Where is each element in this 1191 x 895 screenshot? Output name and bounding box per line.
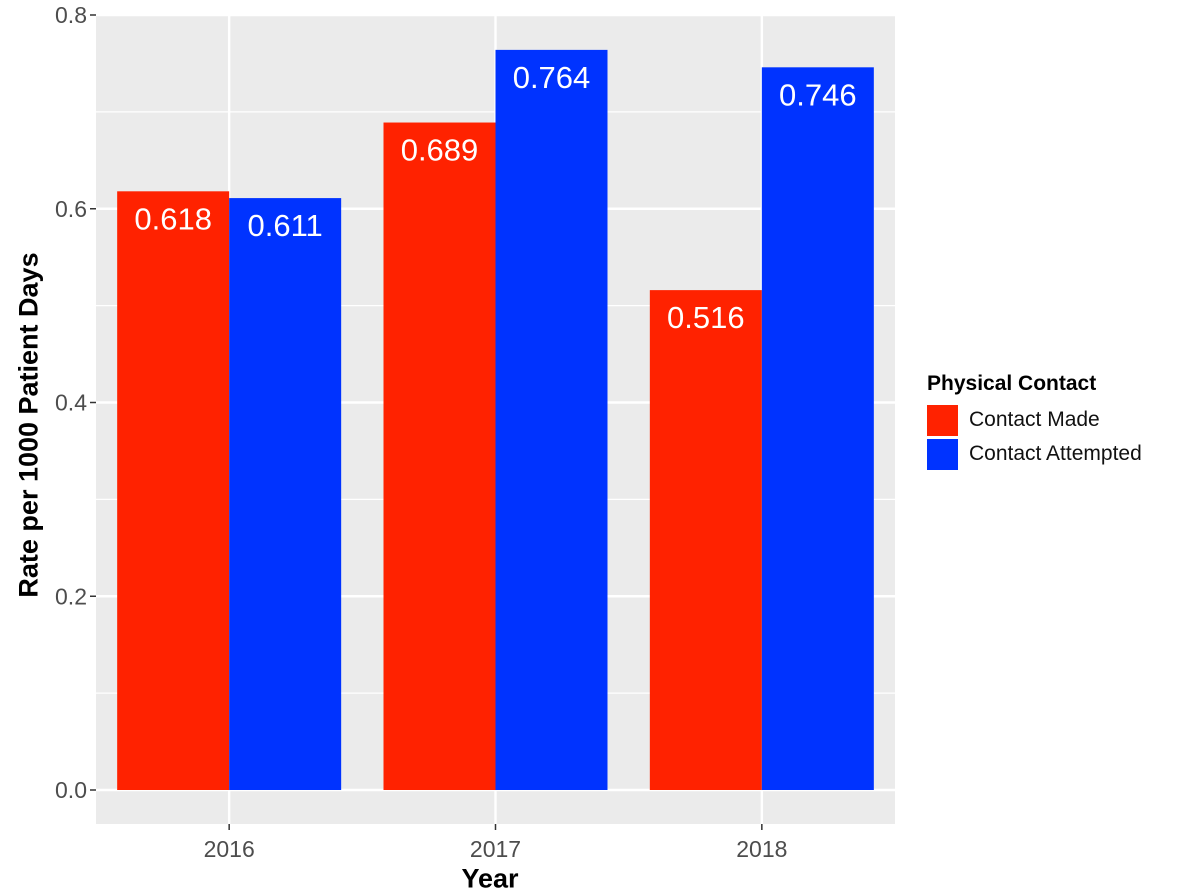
y-axis: 0.0 0.2 0.4 0.6 0.8 bbox=[55, 2, 96, 803]
legend-item-contact-made: Contact Made bbox=[927, 403, 1142, 437]
legend-title: Physical Contact bbox=[927, 372, 1097, 395]
y-tick-label: 0.0 bbox=[55, 777, 87, 803]
data-label: 0.618 bbox=[134, 201, 212, 236]
bar bbox=[649, 290, 762, 790]
bar bbox=[761, 67, 874, 790]
legend-swatch bbox=[927, 438, 958, 470]
legend-item-contact-attempted: Contact Attempted bbox=[927, 437, 1142, 471]
x-tick-label: 2018 bbox=[736, 836, 787, 862]
data-labels: 0.618 0.689 0.516 0.611 0.764 0.746 bbox=[134, 60, 856, 335]
x-axis-title: Year bbox=[461, 863, 519, 894]
bar bbox=[117, 191, 230, 790]
legend-swatch bbox=[927, 404, 958, 436]
bar bbox=[495, 49, 608, 790]
legend: Physical Contact Contact Made Contact At… bbox=[927, 372, 1142, 471]
y-tick-label: 0.6 bbox=[55, 196, 87, 222]
bars bbox=[117, 49, 874, 790]
x-axis: 2016 2017 2018 bbox=[204, 824, 787, 862]
data-label: 0.746 bbox=[779, 77, 857, 112]
y-axis-title: Rate per 1000 Patient Days bbox=[13, 252, 44, 598]
bar bbox=[383, 122, 496, 790]
x-tick-label: 2016 bbox=[204, 836, 255, 862]
legend-label: Contact Attempted bbox=[969, 442, 1142, 465]
data-label: 0.516 bbox=[667, 300, 745, 335]
data-label: 0.611 bbox=[248, 208, 323, 243]
bar bbox=[229, 198, 342, 790]
data-label: 0.764 bbox=[513, 60, 591, 95]
legend-label: Contact Made bbox=[969, 408, 1100, 431]
y-tick-label: 0.4 bbox=[55, 390, 87, 416]
y-tick-label: 0.2 bbox=[55, 583, 87, 609]
data-label: 0.689 bbox=[401, 133, 479, 168]
y-tick-label: 0.8 bbox=[55, 2, 87, 28]
x-tick-label: 2017 bbox=[470, 836, 521, 862]
